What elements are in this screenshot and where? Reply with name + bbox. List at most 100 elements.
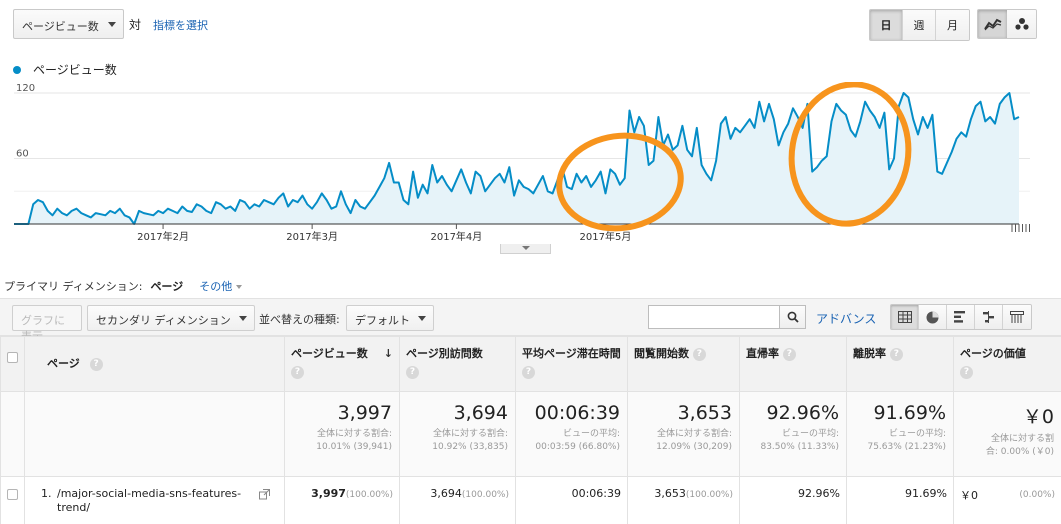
period-month-button[interactable]: 月 — [936, 10, 969, 40]
header-pageviews[interactable]: ↓ ページビュー数 ? — [284, 336, 400, 392]
motion-chart-icon — [1014, 18, 1029, 30]
help-icon[interactable]: ? — [782, 347, 796, 361]
x-tick-label: 2017年4月 — [430, 230, 482, 243]
table-search-input[interactable] — [648, 305, 780, 329]
external-link-icon[interactable] — [259, 489, 270, 500]
header-entrances-label: 閲覧開始数 — [634, 347, 689, 360]
row-page-link[interactable]: /major-social-media-sns-features-trend/ — [57, 487, 242, 514]
search-button[interactable] — [779, 305, 806, 329]
search-icon — [787, 311, 799, 323]
y-tick-label: 60 — [16, 149, 29, 160]
chevron-down-icon — [108, 22, 116, 27]
primary-dimension-page[interactable]: ページ — [150, 280, 184, 293]
help-icon[interactable]: ? — [406, 365, 419, 379]
header-exit-rate[interactable]: 離脱率 ? — [846, 336, 954, 392]
total-pageviews: 3,997 全体に対する割合: 10.01% (39,941) — [284, 391, 400, 477]
pageviews-line — [14, 92, 1020, 225]
period-selector: 日 週 月 — [869, 9, 970, 41]
row-page-cell: 1. /major-social-media-sns-features-tren… — [24, 476, 285, 524]
view-pivot-button[interactable] — [1003, 305, 1031, 329]
period-week-button[interactable]: 週 — [903, 10, 936, 40]
metric-select[interactable]: ページビュー数 — [13, 9, 124, 39]
vs-label: 対 — [129, 18, 142, 32]
chevron-down-icon — [239, 316, 247, 321]
view-comparison-button[interactable] — [975, 305, 1003, 329]
advanced-filter-link[interactable]: アドバンス — [816, 312, 877, 326]
row-checkbox[interactable] — [7, 489, 18, 500]
header-bounce-rate-label: 直帰率 — [746, 347, 779, 360]
x-tick-label: 2017年5月 — [580, 230, 632, 243]
table-view-selector — [890, 304, 1032, 330]
help-icon[interactable]: ? — [692, 347, 706, 361]
row-entrances: 3,653(100.00%) — [627, 476, 740, 524]
select-all-cell — [0, 336, 25, 392]
motion-chart-button[interactable] — [1007, 10, 1036, 38]
primary-dimension-label: プライマリ ディメンション: — [4, 280, 143, 293]
row-unique-pageviews: 3,694(100.00%) — [399, 476, 516, 524]
header-page-value[interactable]: ページの価値 ? — [953, 336, 1061, 392]
annotation-ellipse — [788, 82, 912, 227]
legend-dot-icon — [13, 65, 21, 74]
choose-metric-link[interactable]: 指標を選択 — [153, 19, 208, 32]
x-tick-label: 2017年3月 — [286, 230, 338, 243]
grid-icon — [897, 311, 912, 323]
chevron-down-icon — [418, 316, 426, 321]
report-table: ページ ? ↓ ページビュー数 ? ページ別訪問数 ? 平均ページ滞在時間 ? … — [0, 336, 1061, 524]
comparison-icon — [983, 311, 994, 323]
help-icon[interactable]: ? — [522, 365, 535, 379]
total-page-value: ￥0 全体に対する割 合: 0.00% (￥0) — [953, 391, 1061, 477]
header-page[interactable]: ページ ? — [24, 336, 285, 392]
primary-dimension-row: プライマリ ディメンション: ページ その他 — [4, 278, 242, 294]
view-bar-button[interactable] — [947, 305, 975, 329]
total-unique-pageviews: 3,694 全体に対する割合: 10.92% (33,835) — [399, 391, 516, 477]
chart-legend: ページビュー数 — [13, 61, 117, 78]
header-entrances[interactable]: 閲覧開始数 ? — [627, 336, 740, 392]
pie-chart-icon — [926, 311, 939, 323]
help-icon[interactable]: ? — [889, 347, 903, 361]
row-index: 1. — [41, 487, 52, 500]
row-exit-rate: 91.69% — [846, 476, 954, 524]
total-exit-rate: 91.69% ビューの平均: 75.63% (21.23%) — [846, 391, 954, 477]
pivot-icon — [1010, 311, 1024, 323]
sort-type-select[interactable]: デフォルト — [346, 305, 434, 331]
plot-rows-button[interactable]: グラフに表示 — [12, 305, 82, 343]
header-avg-time[interactable]: 平均ページ滞在時間 ? — [515, 336, 628, 392]
chart-type-selector — [977, 9, 1037, 39]
row-avg-time: 00:06:39 — [515, 476, 628, 524]
table-row: 1. /major-social-media-sns-features-tren… — [0, 476, 1061, 524]
secondary-dimension-label: セカンダリ ディメンション — [96, 314, 231, 327]
header-page-label: ページ — [47, 357, 80, 370]
total-avg-time: 00:06:39 ビューの平均: 00:03:59 (66.80%) — [515, 391, 628, 477]
row-bounce-rate: 92.96% — [739, 476, 847, 524]
primary-dimension-other[interactable]: その他 — [199, 278, 242, 294]
period-day-button[interactable]: 日 — [870, 10, 903, 40]
table-controls: グラフに表示 セカンダリ ディメンション 並べ替えの種類: デフォルト アドバン… — [0, 298, 1061, 343]
header-exit-rate-label: 離脱率 — [853, 347, 886, 360]
table-header-row: ページ ? ↓ ページビュー数 ? ページ別訪問数 ? 平均ページ滞在時間 ? … — [0, 336, 1061, 392]
line-chart-icon — [983, 18, 1001, 31]
header-unique-pageviews[interactable]: ページ別訪問数 ? — [399, 336, 516, 392]
help-icon[interactable]: ? — [960, 365, 973, 379]
help-icon[interactable]: ? — [291, 365, 304, 379]
chart-resize-handle[interactable] — [500, 244, 551, 254]
sort-type-label: 並べ替えの種類: — [259, 313, 340, 326]
header-pageviews-label: ページビュー数 — [291, 347, 368, 360]
row-page-value: ￥0 (0.00%) — [953, 476, 1061, 524]
pageviews-area — [14, 93, 1019, 224]
line-chart-button[interactable] — [978, 10, 1007, 38]
view-pie-button[interactable] — [919, 305, 947, 329]
header-page-value-label: ページの価値 — [960, 347, 1026, 360]
metric-select-label: ページビュー数 — [22, 20, 99, 33]
total-entrances: 3,653 全体に対する割合: 12.09% (30,209) — [627, 391, 740, 477]
y-tick-label: 120 — [16, 83, 35, 94]
sort-type-value: デフォルト — [355, 314, 410, 327]
help-icon[interactable]: ? — [89, 357, 103, 371]
header-avg-time-label: 平均ページ滞在時間 — [522, 347, 621, 360]
legend-label: ページビュー数 — [33, 63, 117, 77]
header-bounce-rate[interactable]: 直帰率 ? — [739, 336, 847, 392]
select-all-checkbox[interactable] — [7, 352, 18, 363]
view-table-button[interactable] — [891, 305, 919, 329]
x-tick-label: 2017年2月 — [137, 230, 189, 243]
secondary-dimension-select[interactable]: セカンダリ ディメンション — [87, 305, 255, 331]
header-unique-pageviews-label: ページ別訪問数 — [406, 347, 483, 360]
